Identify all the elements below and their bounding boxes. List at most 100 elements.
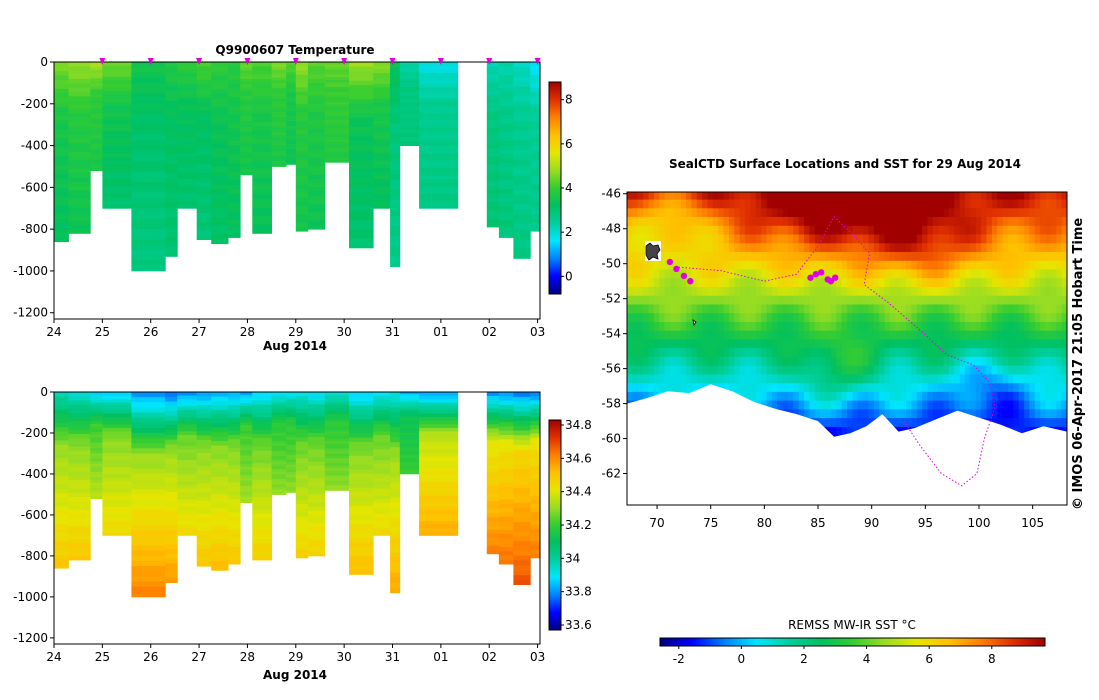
profile-column (349, 392, 374, 575)
profile-column (165, 392, 178, 583)
colorbar-tick-label: 33.6 (565, 618, 592, 632)
profile-column (498, 62, 514, 238)
x-tick-label: 02 (482, 325, 497, 339)
salinity-profiles (54, 392, 540, 598)
profile-column (252, 392, 272, 561)
sst-colorbar-tick-label: -2 (673, 652, 685, 666)
x-tick-label: 26 (143, 325, 158, 339)
colorbar-tick-label: 8 (565, 93, 573, 107)
surface-location-point (807, 274, 814, 281)
surface-location-point (818, 269, 825, 276)
profile-column (240, 62, 253, 176)
x-tick-label: 25 (95, 325, 110, 339)
profile-column (131, 62, 166, 272)
temperature-x-label: Aug 2014 (263, 339, 327, 353)
colorbar-tick-label: 2 (565, 225, 573, 239)
sst-colorbar-tick-label: 8 (988, 652, 996, 666)
salinity-y-axis: 0 -200 -400 -600 -800 -1000 -1200 (13, 385, 54, 645)
surface-location-point (827, 278, 835, 285)
y-tick-label: -600 (21, 180, 48, 194)
profile-column (307, 392, 326, 557)
profile-column (390, 62, 401, 268)
sst-colorbar-tick-label: 4 (863, 652, 871, 666)
profile-column (102, 62, 132, 209)
temperature-section-title: Q9900607 Temperature (215, 43, 374, 57)
sst-colorbar-tick-label: 2 (800, 652, 808, 666)
y-tick-label: 0 (40, 385, 48, 399)
x-tick-label: 01 (433, 650, 448, 664)
lat-tick-label: -62 (601, 467, 621, 481)
x-tick-label: 30 (337, 325, 352, 339)
x-tick-label: 27 (191, 325, 206, 339)
lat-tick-label: -50 (601, 257, 621, 271)
profile-column (307, 62, 326, 230)
lon-tick-label: 90 (864, 516, 879, 530)
colorbar-tick-label: 6 (565, 137, 573, 151)
profile-column (196, 62, 212, 240)
profile-column (90, 62, 103, 171)
y-tick-label: -400 (21, 467, 48, 481)
profile-column (54, 62, 69, 243)
y-tick-label: -1200 (13, 306, 48, 320)
y-tick-label: 0 (40, 55, 48, 69)
profile-column (498, 392, 514, 565)
x-tick-label: 29 (288, 650, 303, 664)
profile-column (513, 392, 531, 585)
sst-map-frame (626, 191, 1068, 506)
profile-column (399, 392, 420, 475)
profile-marker (486, 58, 493, 65)
colorbar-tick-label: 33.8 (565, 585, 592, 599)
lat-tick-label: -60 (601, 432, 621, 446)
x-tick-label: 01 (433, 325, 448, 339)
profile-column (295, 62, 309, 232)
profile-column (324, 62, 350, 163)
profile-marker (292, 58, 299, 65)
profile-column (399, 62, 420, 146)
sst-map-panel: SealCTD Surface Locations and SST for 29… (601, 157, 1086, 666)
temperature-profiles (54, 62, 540, 272)
x-tick-label: 29 (288, 325, 303, 339)
temperature-section-panel: Q9900607 Temperature 24 25 26 27 28 29 30 31 01 0… (13, 43, 573, 353)
lat-tick-label: -46 (601, 187, 621, 201)
profile-column (228, 392, 241, 565)
profile-marker (244, 58, 251, 65)
surface-location-point (812, 271, 820, 278)
island-marker (645, 241, 697, 327)
profile-marker (147, 58, 154, 65)
surface-location-point (673, 265, 680, 273)
surface-location-point (680, 272, 688, 280)
antarctic-land-mask (627, 384, 1067, 505)
profile-column (373, 392, 391, 536)
profile-column (54, 392, 69, 569)
surface-location-point (687, 278, 694, 285)
colorbar-tick-label: 34 (565, 551, 580, 565)
profile-column (419, 392, 459, 536)
surface-location-point (666, 258, 674, 266)
profile-column (131, 392, 166, 598)
salinity-colorbar-ticks: 33.6 33.8 34 34.2 34.4 34.6 34.8 (561, 418, 592, 632)
profile-column (165, 62, 178, 257)
profile-column (177, 62, 197, 209)
profile-column (324, 392, 350, 491)
temperature-y-axis: 0 -200 -400 -600 -800 -1000 -1200 (13, 55, 54, 320)
sst-colorbar-label: REMSS MW-IR SST °C (788, 618, 916, 632)
profile-column (102, 392, 132, 536)
profile-column (419, 62, 459, 209)
colorbar-tick-label: 4 (565, 181, 573, 195)
lon-tick-label: 85 (810, 516, 825, 530)
x-tick-label: 30 (337, 650, 352, 664)
salinity-section-panel: 24 25 26 27 28 29 30 31 01 02 03 0 -200 -400 -600 -800… (13, 385, 592, 682)
lat-tick-label: -56 (601, 362, 621, 376)
lat-tick-label: -48 (601, 222, 621, 236)
lat-tick-label: -54 (601, 327, 621, 341)
surface-location-point (832, 274, 839, 281)
profile-marker (341, 58, 348, 65)
profile-column (530, 62, 540, 232)
profile-column (390, 392, 401, 594)
profile-column (271, 62, 287, 167)
x-tick-label: 31 (385, 325, 400, 339)
y-tick-label: -600 (21, 508, 48, 522)
profile-markers (99, 58, 541, 65)
profile-column (486, 62, 500, 228)
salinity-x-label: Aug 2014 (263, 668, 327, 682)
